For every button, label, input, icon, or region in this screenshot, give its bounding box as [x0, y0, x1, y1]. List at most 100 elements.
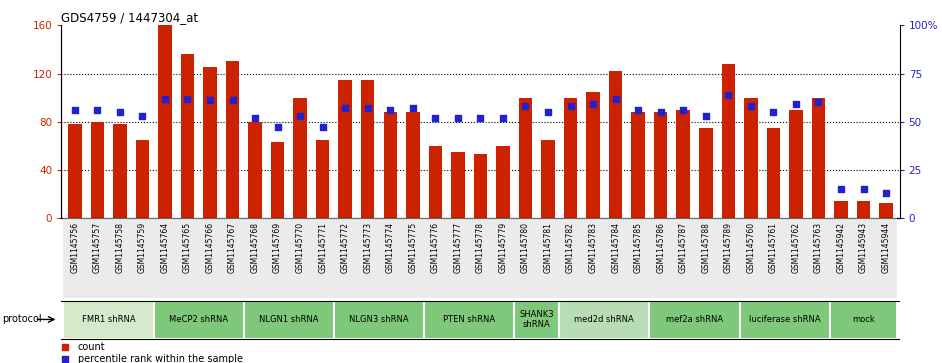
FancyBboxPatch shape	[649, 301, 739, 339]
Bar	[649, 218, 672, 298]
Text: GDS4759 / 1447304_at: GDS4759 / 1447304_at	[61, 11, 199, 24]
Point	[473, 115, 488, 121]
Bar	[676, 110, 690, 218]
Point	[586, 101, 601, 107]
Bar	[63, 218, 86, 298]
Text: GSM1145780: GSM1145780	[521, 222, 530, 273]
Point	[428, 115, 443, 121]
Text: protocol: protocol	[2, 314, 41, 325]
Bar	[249, 122, 262, 218]
Text: GSM1145782: GSM1145782	[566, 222, 575, 273]
Bar	[176, 218, 199, 298]
Point	[766, 109, 781, 115]
Bar	[812, 98, 825, 218]
Bar	[429, 146, 442, 218]
Text: GSM1145944: GSM1145944	[882, 222, 890, 273]
Bar	[221, 218, 244, 298]
Text: GSM1145773: GSM1145773	[364, 222, 372, 273]
Text: med2d shRNA: med2d shRNA	[575, 315, 634, 324]
Text: GSM1145776: GSM1145776	[430, 222, 440, 273]
Text: GSM1145789: GSM1145789	[723, 222, 733, 273]
Text: GSM1145781: GSM1145781	[544, 222, 553, 273]
Text: GSM1145760: GSM1145760	[746, 222, 755, 273]
Bar	[717, 218, 739, 298]
Point	[698, 113, 713, 119]
FancyBboxPatch shape	[514, 301, 560, 339]
Text: GSM1145785: GSM1145785	[634, 222, 642, 273]
Bar	[136, 140, 149, 218]
Bar	[379, 218, 401, 298]
Text: GSM1145942: GSM1145942	[836, 222, 846, 273]
Point	[788, 101, 804, 107]
Bar	[537, 218, 560, 298]
Bar	[514, 218, 537, 298]
Bar	[739, 218, 762, 298]
Point	[811, 99, 826, 105]
Text: count: count	[77, 342, 106, 352]
Text: NLGN1 shRNA: NLGN1 shRNA	[259, 315, 318, 324]
Text: GSM1145771: GSM1145771	[318, 222, 327, 273]
Bar	[722, 64, 735, 218]
Text: GSM1145778: GSM1145778	[476, 222, 485, 273]
Bar	[90, 122, 104, 218]
Bar	[383, 112, 397, 218]
Bar	[289, 218, 312, 298]
Text: PTEN shRNA: PTEN shRNA	[443, 315, 495, 324]
Point	[112, 109, 127, 115]
Point	[270, 125, 285, 130]
Bar	[631, 112, 645, 218]
Bar	[158, 25, 171, 218]
Point	[879, 190, 894, 196]
Point	[67, 107, 82, 113]
Bar	[789, 110, 803, 218]
FancyBboxPatch shape	[244, 301, 333, 339]
Text: GSM1145784: GSM1145784	[611, 222, 620, 273]
FancyBboxPatch shape	[63, 301, 154, 339]
Point	[856, 186, 871, 192]
Bar	[672, 218, 694, 298]
Point	[518, 103, 533, 109]
Bar	[131, 218, 154, 298]
Bar	[293, 98, 307, 218]
Bar	[267, 218, 289, 298]
Bar	[338, 79, 352, 218]
Text: GSM1145762: GSM1145762	[791, 222, 801, 273]
Point	[743, 103, 758, 109]
Text: GSM1145768: GSM1145768	[251, 222, 260, 273]
Bar	[333, 218, 356, 298]
Point	[834, 186, 849, 192]
Text: GSM1145759: GSM1145759	[138, 222, 147, 273]
Bar	[879, 203, 893, 218]
Point	[653, 109, 668, 115]
Point	[225, 98, 240, 103]
Text: mock: mock	[853, 315, 875, 324]
Bar	[762, 218, 785, 298]
Bar	[564, 98, 577, 218]
Point	[360, 105, 375, 111]
FancyBboxPatch shape	[154, 301, 244, 339]
Bar	[496, 146, 510, 218]
Bar	[401, 218, 424, 298]
Bar	[356, 218, 379, 298]
Text: percentile rank within the sample: percentile rank within the sample	[77, 354, 243, 363]
Bar	[699, 128, 712, 218]
Bar	[361, 79, 375, 218]
Bar	[451, 152, 464, 218]
Bar	[835, 201, 848, 218]
Point	[337, 105, 352, 111]
Bar	[424, 218, 447, 298]
Text: GSM1145767: GSM1145767	[228, 222, 237, 273]
Text: GSM1145779: GSM1145779	[498, 222, 508, 273]
Bar	[627, 218, 649, 298]
Text: GSM1145943: GSM1145943	[859, 222, 868, 273]
Bar	[875, 218, 898, 298]
Bar	[199, 218, 221, 298]
Bar	[226, 61, 239, 218]
Point	[450, 115, 465, 121]
Text: GSM1145783: GSM1145783	[589, 222, 597, 273]
Point	[135, 113, 150, 119]
Bar	[807, 218, 830, 298]
Text: GSM1145774: GSM1145774	[386, 222, 395, 273]
Point	[630, 107, 645, 113]
Point	[675, 107, 690, 113]
